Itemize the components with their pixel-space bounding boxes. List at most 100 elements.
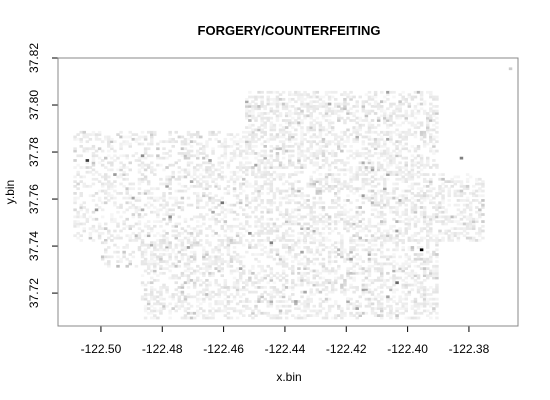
heatmap-cell [223,213,228,216]
heatmap-cell [162,213,166,216]
heatmap-cell [143,253,148,256]
heatmap-cell [364,239,369,242]
heatmap-cell [373,239,378,242]
heatmap-cell [263,250,267,254]
heatmap-cell [340,182,344,186]
heatmap-cell [269,102,274,106]
heatmap-cell [281,147,286,151]
heatmap-cell [346,300,350,303]
heatmap-cell [211,215,215,219]
heatmap-cell [413,161,418,165]
heatmap-cell [346,194,350,198]
heatmap-cell [321,105,326,108]
heatmap-cell [119,182,123,186]
heatmap-cell [300,192,304,195]
heatmap-cell [312,184,316,188]
heatmap-cell [444,208,448,212]
heatmap-cell [281,133,286,136]
heatmap-cell [119,257,123,261]
heatmap-cell [104,250,108,254]
heatmap-cell [122,196,126,200]
heatmap-cell [334,278,338,282]
heatmap-cell [97,196,102,200]
heatmap-cell [300,154,304,158]
heatmap-cell [419,201,424,205]
heatmap-cell [220,300,224,303]
heatmap-cell [143,224,148,228]
heatmap-cell [327,166,332,169]
heatmap-cell [404,133,408,136]
heatmap-cell [137,231,142,235]
heatmap-cell [281,144,286,148]
heatmap-cell [248,119,252,122]
heatmap-cell [82,201,86,205]
heatmap-cell [337,307,341,310]
heatmap-cell [352,239,356,242]
heatmap-cell [186,224,191,228]
heatmap-cell [358,210,362,214]
heatmap-cell [260,243,264,247]
heatmap-cell [398,229,402,233]
heatmap-cell [180,140,185,144]
heatmap-cell [248,147,252,151]
heatmap-cell [137,248,142,252]
heatmap-cell [300,215,304,219]
heatmap-cell [315,248,320,252]
heatmap-cell [260,267,264,270]
heatmap-cell [159,264,163,268]
heatmap-cell [263,182,267,186]
heatmap-cell [211,248,215,252]
heatmap-cell [143,243,148,247]
heatmap-cell [358,229,362,233]
heatmap-cell [401,267,405,270]
heatmap-cell [318,192,323,195]
heatmap-cell [383,234,387,238]
heatmap-cell [232,224,237,228]
heatmap-cell [217,239,221,242]
heatmap-cell [429,177,433,181]
heatmap-cell [294,173,298,176]
heatmap-cell [278,97,283,101]
heatmap-cell [76,133,80,136]
heatmap-cell [153,264,157,268]
heatmap-cell [346,168,350,172]
heatmap-cell [370,95,375,99]
heatmap-cell [340,144,344,148]
heatmap-cell [343,182,347,186]
heatmap-cell [432,137,436,141]
heatmap-cell [97,130,102,134]
heatmap-cell [395,177,399,181]
heatmap-cell [468,227,473,231]
heatmap-cell [137,220,142,223]
heatmap-cell [386,248,390,252]
heatmap-cell [447,234,451,238]
heatmap-cell [91,168,96,172]
heatmap-cell [91,161,96,165]
heatmap-cell [208,217,212,221]
heatmap-cell [275,100,280,104]
heatmap-cell [300,100,304,104]
heatmap-cell [435,163,439,167]
heatmap-cell [159,253,163,256]
heatmap-cell [223,304,228,308]
heatmap-cell [373,201,378,205]
heatmap-cell [79,130,83,134]
heatmap-cell [269,175,274,179]
heatmap-cell [177,307,182,310]
heatmap-cell [245,130,249,134]
heatmap-cell [220,154,224,158]
heatmap-cell [373,144,378,148]
heatmap-cell [223,234,228,238]
heatmap-cell [281,126,286,129]
heatmap-cell [156,156,160,160]
heatmap-cell [226,260,231,263]
heatmap-cell [343,281,347,285]
heatmap-cell [343,199,347,202]
heatmap-cell [312,220,316,223]
heatmap-cell [373,236,378,240]
heatmap-cell [174,177,178,181]
heatmap-cell [364,283,369,287]
y-axis-label: y.bin [3,180,17,204]
heatmap-cell [303,267,307,270]
heatmap-cell [309,184,313,188]
